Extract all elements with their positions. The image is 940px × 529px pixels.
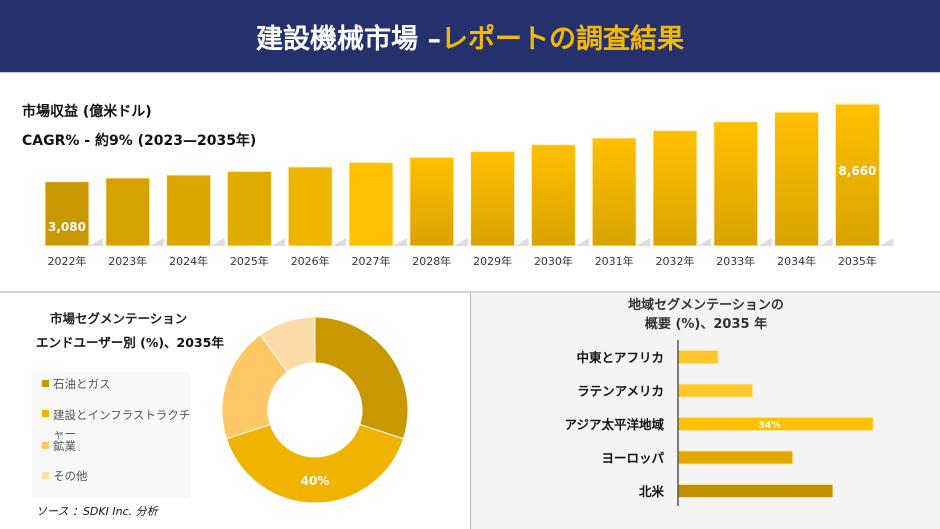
bar-shadow	[271, 238, 286, 246]
legend-item: 建設とインフラストラクチャー	[42, 406, 192, 444]
revenue-title: 市場収益 (億米ドル)	[22, 104, 152, 120]
bar-shadow	[393, 238, 407, 246]
bar-shadow	[210, 238, 225, 246]
segment-title: 市場セグメンテーション	[50, 311, 188, 326]
legend-item: 石油とガス	[42, 376, 111, 392]
bar-2022年	[44, 181, 90, 247]
donut-legend: 石油とガス 建設とインフラストラクチャー 鉱業 その他	[32, 372, 190, 498]
bar-shadow	[89, 238, 103, 246]
x-tick-label: 2031年	[595, 254, 634, 268]
bar-2025年	[226, 170, 272, 247]
bar-2026年	[287, 166, 333, 247]
x-tick-label: 2022年	[48, 254, 87, 268]
legend-item: 鉱業	[42, 438, 76, 454]
x-tick-label: 2027年	[352, 254, 391, 268]
x-tick-label: 2029年	[473, 254, 512, 268]
bar-shadow	[879, 238, 894, 246]
slice-data-label: 40%	[301, 474, 330, 488]
title-accent: レポートの調査結果	[440, 23, 684, 55]
region-label: ヨーロッパ	[601, 451, 664, 466]
bar-2027年	[348, 161, 394, 247]
bar-2023年	[105, 177, 151, 247]
x-tick-label: 2034年	[777, 254, 816, 268]
legend-label: 建設とインフラストラクチャー	[53, 408, 191, 441]
bar-2028年	[409, 156, 455, 247]
bar-2024年	[166, 174, 212, 247]
donut-slice-3	[259, 316, 316, 373]
region-bar-1	[677, 383, 753, 398]
legend-label: 鉱業	[53, 439, 76, 453]
bar-shadow	[636, 238, 651, 246]
x-tick-label: 2028年	[412, 254, 451, 268]
bar-data-label: 3,080	[48, 220, 86, 234]
segment-subtitle: エンドユーザー別 (%)、2035年	[36, 335, 224, 350]
bar-2030年	[530, 144, 576, 247]
x-tick-label: 2023年	[108, 254, 147, 268]
title-main: 建設機械市場 –	[256, 23, 441, 55]
bar-2035年	[834, 103, 880, 247]
cagr-subtitle: CAGR% - 約9% (2023—2035年)	[22, 133, 257, 149]
donut-slice-1	[225, 423, 405, 504]
donut-slice-0	[314, 316, 409, 440]
x-tick-label: 2025年	[230, 254, 269, 268]
header-banner: 建設機械市場 – レポートの調査結果	[0, 0, 940, 73]
region-panel: 地域セグメンテーションの 概要 (%)、2035 年 中東とアフリカ ラテンアメリ…	[470, 293, 940, 529]
bar-2032年	[652, 130, 698, 247]
legend-swatch	[42, 442, 49, 449]
x-tick-label: 2035年	[838, 254, 877, 268]
x-tick-label: 2024年	[169, 254, 208, 268]
bar-shadow	[332, 238, 347, 246]
revenue-bar-chart: 2022年 3,080 2023年 2024年 2025年 2026年 2027年 2028年…	[44, 103, 894, 268]
region-bar-3	[677, 450, 794, 465]
bar-2031年	[591, 137, 637, 247]
x-tick-label: 2033年	[716, 254, 755, 268]
region-bar-data-label: 34%	[758, 420, 781, 431]
region-title-line2: 概要 (%)、2035 年	[644, 317, 768, 332]
source-note: ソース ：SDKI Inc. 分析	[36, 505, 158, 518]
bar-2033年	[713, 121, 759, 247]
legend-label: 石油とガス	[53, 377, 111, 391]
legend-swatch	[42, 410, 49, 417]
bar-shadow	[818, 238, 833, 246]
region-title-line1: 地域セグメンテーションの	[628, 298, 784, 313]
bar-shadow	[149, 238, 164, 246]
bar-shadow	[575, 238, 590, 246]
x-tick-label: 2032年	[656, 254, 695, 268]
bar-shadow	[757, 238, 772, 246]
x-tick-label: 2026年	[291, 254, 330, 268]
region-bar-0	[677, 350, 719, 364]
region-label: ラテンアメリカ	[577, 384, 664, 399]
legend-swatch	[42, 380, 49, 387]
section-divider	[0, 291, 940, 293]
region-bar-4	[677, 484, 834, 498]
end-user-donut-chart: 40%	[221, 316, 409, 504]
bar-data-label: 8,660	[838, 164, 876, 178]
bar-shadow	[453, 238, 468, 246]
legend-swatch	[42, 472, 49, 479]
region-label: 北米	[639, 484, 665, 499]
bar-shadow	[697, 238, 711, 246]
bar-shadow	[514, 238, 529, 246]
legend-item: その他	[42, 468, 88, 484]
legend-label: その他	[53, 469, 88, 483]
bar-2034年	[774, 111, 820, 247]
region-title: 地域セグメンテーションの 概要 (%)、2035 年	[471, 296, 940, 334]
x-tick-label: 2030年	[534, 254, 573, 268]
region-label: アジア太平洋地域	[564, 417, 664, 432]
bar-2029年	[470, 150, 516, 247]
region-label: 中東とアフリカ	[576, 350, 664, 365]
